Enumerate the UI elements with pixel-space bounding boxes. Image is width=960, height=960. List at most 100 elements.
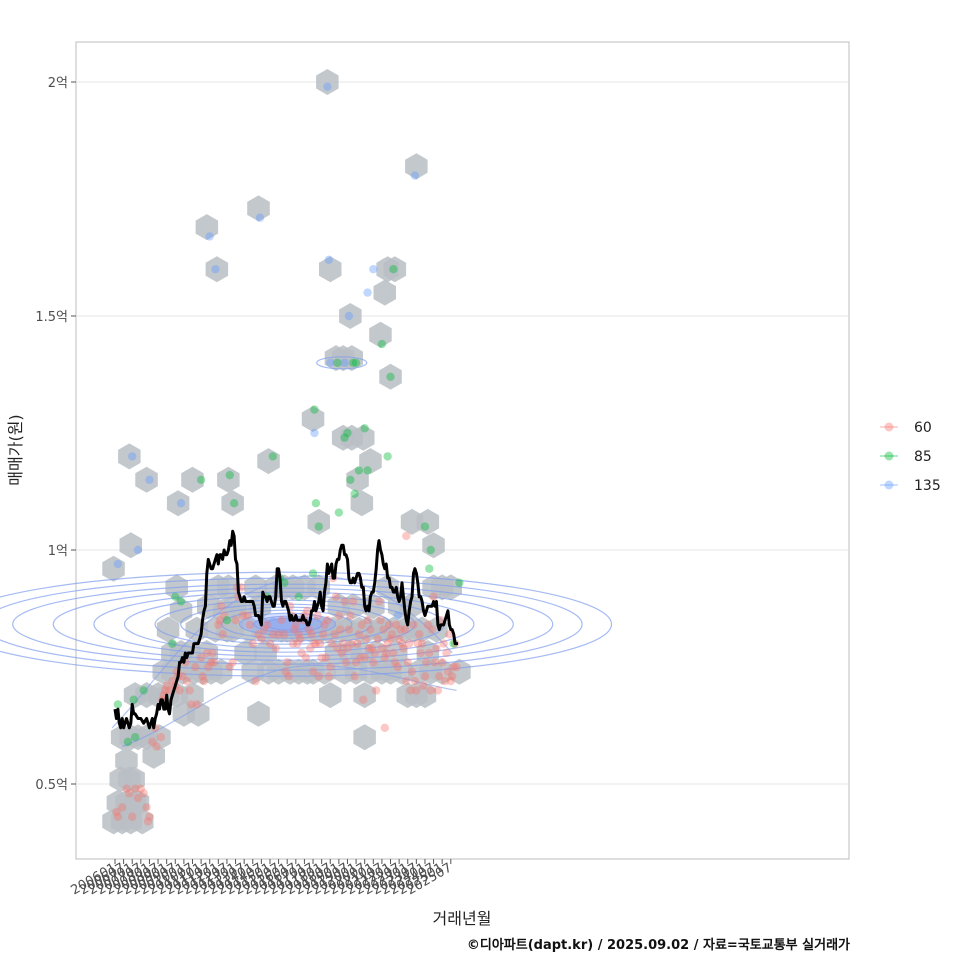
point-60 [380,653,389,662]
point-60 [290,625,299,634]
point-135 [369,265,378,274]
point-85 [426,545,435,555]
point-60 [370,648,379,658]
point-60 [311,639,321,648]
legend-key-dot [884,451,894,461]
point-60 [214,620,223,630]
scatter-points [112,82,464,826]
point-85 [346,475,355,484]
point-60 [318,630,328,639]
hexbin-cell [247,195,270,222]
point-60 [394,634,404,644]
point-60 [403,658,412,667]
point-85 [314,522,323,531]
point-135 [363,288,372,297]
density-contour [52,587,514,661]
y-tick-label: 1억 [48,544,68,559]
point-60 [204,662,213,672]
point-60 [374,597,384,606]
point-60 [128,812,137,821]
point-60 [407,667,417,676]
point-60 [304,625,313,634]
point-60 [161,686,170,695]
point-60 [412,686,421,695]
point-60 [326,662,335,672]
point-60 [145,812,154,821]
point-85 [455,578,464,587]
hexbin-cell [405,153,428,180]
point-60 [199,676,209,686]
point-60 [265,639,275,648]
panel-background [75,41,850,860]
point-85 [113,700,123,709]
point-60 [192,700,201,709]
hexbin-cell [307,508,330,535]
hexbin-cell [422,532,445,559]
point-60 [354,630,364,639]
point-60 [281,667,290,676]
hexbin-cell [181,466,204,493]
point-60 [334,611,344,620]
point-60 [277,616,286,625]
point-60 [283,658,292,667]
point-60 [303,606,312,616]
point-60 [293,639,302,648]
hexbin-cell [390,658,414,685]
hexbin-cell [339,303,362,329]
point-60 [446,676,455,686]
point-60 [271,644,280,653]
point-135 [211,265,220,274]
point-85 [420,522,430,531]
point-85 [360,424,369,433]
hexbin-cell [353,682,376,709]
point-60 [317,653,326,662]
y-tick-label: 1.5억 [35,310,68,325]
point-60 [208,648,217,658]
point-135 [344,311,354,321]
point-60 [338,639,348,648]
point-60 [142,803,151,812]
point-60 [377,644,387,653]
gridlines [76,81,849,785]
hexbin-cell [166,490,190,517]
point-60 [307,630,316,639]
x-axis-title: 거래년월 [433,909,492,928]
point-60 [117,803,127,812]
point-60 [406,686,415,695]
point-85 [386,372,395,382]
point-85 [171,592,180,601]
point-60 [382,648,391,658]
point-60 [443,667,453,676]
caption: ©디아파트(dapt.kr) / 2025.09.02 / 자료=국토교통부 실… [466,938,850,953]
point-60 [387,630,397,639]
point-60 [435,672,444,681]
legend-key-dot [884,422,894,432]
point-60 [219,611,229,620]
density-contour [111,575,453,729]
point-85 [383,452,392,461]
point-85 [229,499,239,508]
point-85 [130,733,140,742]
point-60 [268,630,278,639]
point-60 [148,737,157,747]
point-60 [371,686,381,695]
hexbin-cell [413,682,437,709]
point-135 [393,611,402,620]
point-60 [178,672,187,681]
hexbin-cell [352,424,375,451]
point-60 [248,639,257,648]
point-85 [389,265,398,274]
point-60 [113,812,123,821]
point-60 [185,686,194,695]
point-60 [152,742,161,751]
point-60 [136,784,146,793]
point-85 [425,564,434,573]
point-60 [162,681,171,690]
point-60 [402,676,411,686]
point-60 [225,662,234,672]
point-60 [427,625,437,634]
point-85 [350,489,359,499]
point-60 [280,630,289,639]
hexbin-cell [209,658,233,685]
